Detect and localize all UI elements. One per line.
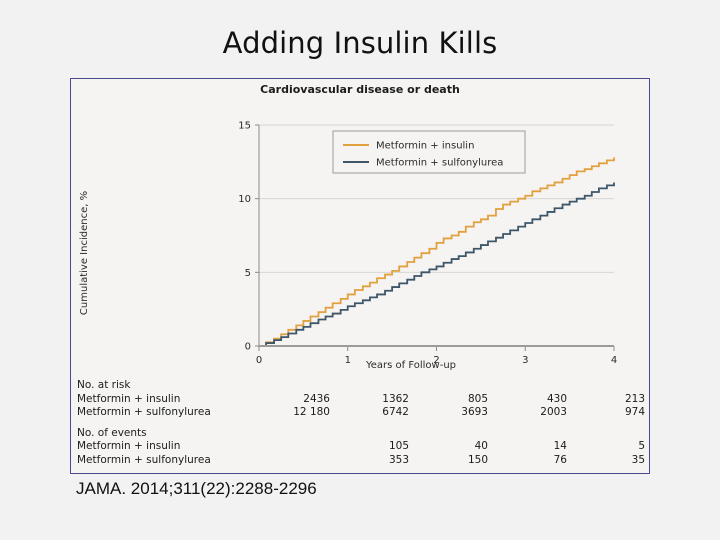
y-tick-label: 15 bbox=[238, 121, 251, 132]
table-row: Metformin + sulfonylurea 353 150 76 35 bbox=[77, 454, 645, 468]
table-spacer-row bbox=[77, 420, 645, 427]
risk-table-body: No. at risk Metformin + insulin 2436 1362 80… bbox=[77, 379, 645, 467]
table-cell-value: 805 bbox=[467, 392, 488, 405]
x-tick-label: 4 bbox=[611, 355, 617, 366]
x-axis-label: Years of Follow-up bbox=[365, 360, 456, 371]
table-row: Metformin + insulin 105 40 14 5 bbox=[77, 440, 645, 454]
y-axis-label: Cumulative Incidence, % bbox=[79, 191, 90, 315]
citation-text: JAMA. 2014;311(22):2288-2296 bbox=[76, 479, 317, 498]
table-cell-value: 213 bbox=[624, 392, 646, 405]
x-tick-label: 1 bbox=[345, 355, 351, 366]
chart-plot-area: 0 5 10 15 0 1 2 3 4 Cumulative Incidence, % Yea… bbox=[71, 93, 649, 378]
table-cell-value: 353 bbox=[388, 453, 409, 466]
table-row-label: Metformin + insulin bbox=[77, 392, 181, 405]
x-tick-label: 0 bbox=[256, 355, 262, 366]
chart-axes bbox=[258, 125, 614, 347]
table-cell-value: 2436 bbox=[303, 392, 330, 405]
table-cell-value bbox=[252, 454, 330, 468]
risk-table: No. at risk Metformin + insulin 2436 1362 80… bbox=[77, 379, 645, 467]
table-row: Metformin + insulin 2436 1362 805 430 213 bbox=[77, 393, 645, 407]
legend-box bbox=[332, 130, 526, 174]
table-cell-value: 12 180 bbox=[293, 406, 330, 418]
table-cell-value: 2003 bbox=[540, 406, 567, 418]
legend-label: Metformin + sulfonylurea bbox=[376, 158, 503, 169]
risk-table-grid: No. at risk Metformin + insulin 2436 1362 80… bbox=[77, 379, 645, 467]
table-cell-value: 40 bbox=[474, 440, 488, 452]
survival-curve-chart: 0 5 10 15 0 1 2 3 4 Cumulative Incidence, % Yea… bbox=[79, 121, 617, 372]
table-cell-value: 105 bbox=[388, 440, 409, 452]
table-cell-value: 14 bbox=[553, 440, 567, 452]
table-cell-value bbox=[252, 440, 330, 454]
chart-title: Cardiovascular disease or death bbox=[260, 83, 460, 96]
table-section-heading-row: No. at risk bbox=[77, 379, 645, 393]
table-cell-value: 5 bbox=[638, 440, 646, 452]
y-tick-label: 5 bbox=[245, 268, 251, 279]
chart-legend: Metformin + insulin Metformin + sulfonylu… bbox=[332, 130, 526, 174]
table-section-heading: No. of events bbox=[77, 426, 147, 439]
table-section-heading-row: No. of events bbox=[77, 427, 645, 441]
table-row-label: Metformin + sulfonylurea bbox=[77, 453, 211, 466]
table-cell-value: 430 bbox=[546, 392, 567, 405]
table-cell-value: 3693 bbox=[461, 406, 488, 418]
table-cell-value: 76 bbox=[553, 453, 567, 466]
table-cell-value: 974 bbox=[624, 406, 646, 418]
table-cell-value: 1362 bbox=[382, 392, 409, 405]
chart-gridlines bbox=[259, 124, 614, 273]
table-cell-value: 6742 bbox=[382, 406, 409, 418]
legend-label: Metformin + insulin bbox=[376, 141, 474, 152]
series-line bbox=[259, 182, 615, 347]
page-title: Adding Insulin Kills bbox=[222, 26, 498, 60]
table-cell-value: 150 bbox=[467, 453, 488, 466]
table-cell-value: 35 bbox=[631, 453, 646, 466]
y-tick-label: 10 bbox=[238, 194, 251, 205]
figure-frame: Cardiovascular disease or death 0 5 10 15 0… bbox=[70, 78, 650, 474]
chart-series-curves bbox=[259, 157, 615, 347]
y-axis-ticks: 0 5 10 15 bbox=[238, 121, 259, 353]
table-row-label: Metformin + sulfonylurea bbox=[77, 406, 211, 418]
x-tick-label: 3 bbox=[522, 355, 528, 366]
x-tick-label: 2 bbox=[433, 355, 439, 366]
table-row: Metformin + sulfonylurea 12 180 6742 3693 20… bbox=[77, 406, 645, 420]
table-row-label: Metformin + insulin bbox=[77, 440, 181, 452]
y-tick-label: 0 bbox=[245, 342, 251, 353]
table-section-heading: No. at risk bbox=[77, 379, 131, 391]
series-line bbox=[259, 157, 615, 347]
